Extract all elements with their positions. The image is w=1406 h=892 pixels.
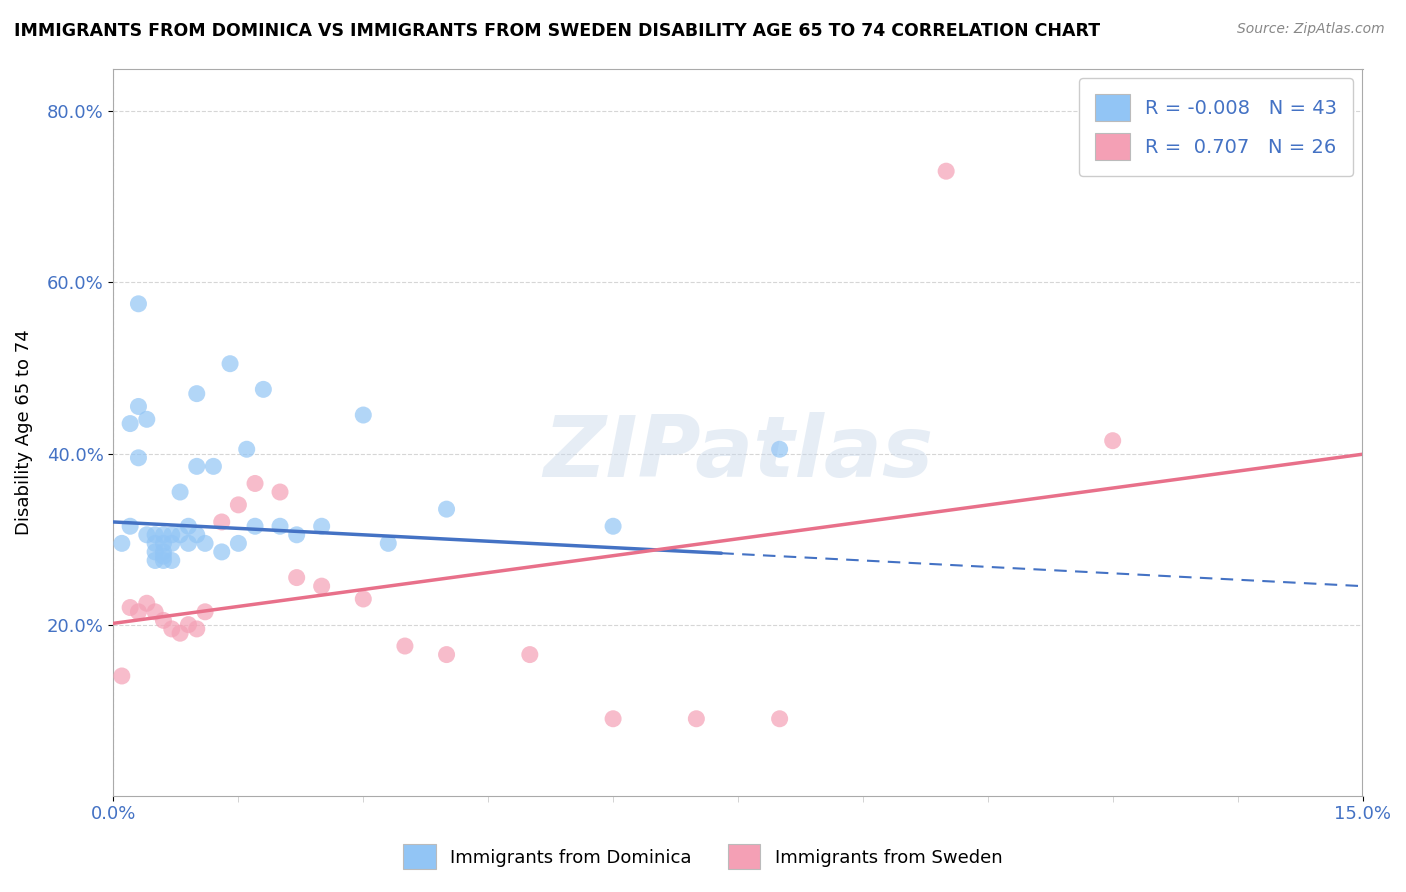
Text: Source: ZipAtlas.com: Source: ZipAtlas.com — [1237, 22, 1385, 37]
Point — [186, 459, 208, 474]
Point — [311, 579, 333, 593]
Point — [436, 502, 458, 516]
Point — [111, 536, 134, 550]
Point — [211, 515, 233, 529]
Point — [1101, 434, 1123, 448]
Point — [252, 383, 274, 397]
Point — [685, 712, 707, 726]
Point — [143, 605, 166, 619]
Point — [269, 519, 291, 533]
Point — [120, 519, 142, 533]
Point — [243, 476, 266, 491]
Point — [143, 536, 166, 550]
Point — [152, 545, 174, 559]
Point — [152, 536, 174, 550]
Legend: R = -0.008   N = 43, R =  0.707   N = 26: R = -0.008 N = 43, R = 0.707 N = 26 — [1080, 78, 1353, 176]
Point — [269, 485, 291, 500]
Point — [211, 545, 233, 559]
Point — [160, 622, 183, 636]
Point — [377, 536, 399, 550]
Point — [285, 571, 308, 585]
Point — [127, 400, 149, 414]
Point — [143, 553, 166, 567]
Y-axis label: Disability Age 65 to 74: Disability Age 65 to 74 — [15, 329, 32, 535]
Point — [177, 536, 200, 550]
Legend: Immigrants from Dominica, Immigrants from Sweden: Immigrants from Dominica, Immigrants fro… — [395, 835, 1011, 879]
Point — [169, 485, 191, 500]
Point — [111, 669, 134, 683]
Point — [285, 528, 308, 542]
Point — [186, 622, 208, 636]
Point — [120, 600, 142, 615]
Point — [602, 519, 624, 533]
Point — [135, 596, 157, 610]
Point — [135, 528, 157, 542]
Text: ZIPatlas: ZIPatlas — [543, 412, 934, 495]
Point — [436, 648, 458, 662]
Point — [169, 528, 191, 542]
Point — [143, 528, 166, 542]
Point — [352, 591, 374, 606]
Point — [394, 639, 416, 653]
Point — [935, 164, 957, 178]
Point — [152, 613, 174, 627]
Point — [160, 553, 183, 567]
Point — [194, 536, 217, 550]
Point — [135, 412, 157, 426]
Point — [228, 498, 250, 512]
Point — [160, 536, 183, 550]
Point — [177, 617, 200, 632]
Point — [311, 519, 333, 533]
Point — [768, 442, 790, 457]
Point — [768, 712, 790, 726]
Point — [127, 297, 149, 311]
Point — [127, 605, 149, 619]
Point — [186, 528, 208, 542]
Point — [169, 626, 191, 640]
Point — [152, 528, 174, 542]
Point — [127, 450, 149, 465]
Point — [519, 648, 541, 662]
Point — [160, 528, 183, 542]
Point — [120, 417, 142, 431]
Point — [202, 459, 225, 474]
Point — [352, 408, 374, 422]
Point — [235, 442, 257, 457]
Point — [143, 545, 166, 559]
Point — [194, 605, 217, 619]
Point — [152, 553, 174, 567]
Point — [602, 712, 624, 726]
Point — [152, 549, 174, 564]
Point — [228, 536, 250, 550]
Point — [186, 386, 208, 401]
Point — [219, 357, 242, 371]
Text: IMMIGRANTS FROM DOMINICA VS IMMIGRANTS FROM SWEDEN DISABILITY AGE 65 TO 74 CORRE: IMMIGRANTS FROM DOMINICA VS IMMIGRANTS F… — [14, 22, 1099, 40]
Point — [177, 519, 200, 533]
Point — [243, 519, 266, 533]
